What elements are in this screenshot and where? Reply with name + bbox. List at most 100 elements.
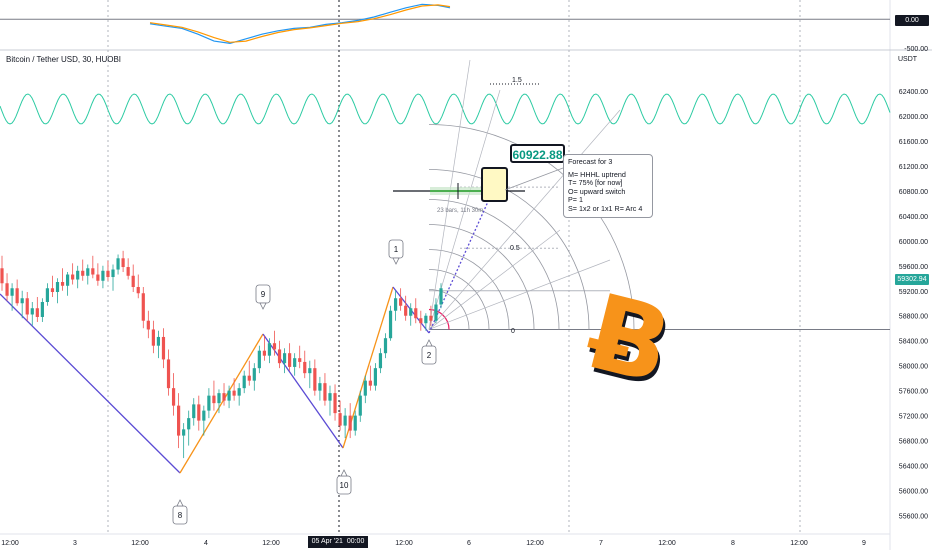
- candle-body: [222, 393, 226, 401]
- price-tick-label: 57600.00: [899, 389, 928, 396]
- candle-body: [126, 267, 130, 276]
- candle-body: [363, 380, 367, 396]
- time-tick-label: 12:00: [790, 540, 808, 547]
- candle-body: [40, 301, 44, 317]
- candle-body: [388, 310, 393, 339]
- candle-body: [76, 270, 80, 280]
- candle-body: [45, 288, 50, 302]
- price-tick-label: 56800.00: [899, 439, 928, 446]
- gann-arc: [428, 199, 560, 330]
- candle-body: [257, 350, 261, 369]
- candle-body: [353, 415, 357, 431]
- candle-body: [358, 395, 362, 416]
- candle-body: [161, 336, 166, 360]
- candle-body: [293, 358, 297, 367]
- target-box: [481, 167, 508, 202]
- candle-body: [424, 315, 428, 324]
- wave-count-label: 2: [421, 339, 437, 365]
- time-tick-label: 12:00: [395, 540, 413, 547]
- candle-body: [182, 429, 186, 436]
- candle-body: [439, 288, 443, 305]
- candle-body: [35, 308, 39, 317]
- candle-body: [338, 413, 342, 426]
- candle-body: [71, 274, 75, 280]
- wave-count-label: 1: [388, 239, 404, 265]
- forecast-callout: Forecast for 3 M= HHHL uptrend T= 75% [f…: [563, 154, 653, 218]
- candle-body: [318, 383, 322, 391]
- candle-body: [121, 258, 125, 268]
- time-tick-label: 3: [73, 540, 77, 547]
- crosshair-time-value: 00:00: [346, 538, 365, 545]
- zigzag-wave-line: [262, 333, 344, 449]
- time-tick-label: 12:00: [658, 540, 676, 547]
- forecast-title: Forecast for 3: [568, 157, 613, 166]
- price-tick-label: 57200.00: [899, 414, 928, 421]
- projected-wave-line: [428, 185, 496, 334]
- candle-body: [141, 293, 145, 321]
- time-tick-label: 9: [862, 540, 866, 547]
- candle-body: [242, 375, 246, 389]
- price-tick-label: 59600.00: [899, 264, 928, 271]
- forecast-callout-pointer: [504, 167, 564, 191]
- candle-body: [96, 274, 100, 281]
- candle-body: [5, 283, 9, 296]
- candle-body: [393, 298, 398, 311]
- crosshair-time-tag: 05 Apr '21 00:00: [308, 536, 368, 548]
- candle-body: [30, 308, 34, 315]
- candle-body: [60, 282, 65, 286]
- candle-body: [101, 270, 105, 281]
- candle-body: [404, 305, 408, 316]
- candle-body: [383, 338, 388, 354]
- price-tick-label: 60800.00: [899, 189, 928, 196]
- time-tick-label: 6: [467, 540, 471, 547]
- time-tick-label: 7: [599, 540, 603, 547]
- price-tick-label: 58800.00: [899, 314, 928, 321]
- candle-body: [55, 282, 60, 293]
- candle-body: [414, 308, 418, 319]
- zigzag-wave-line: [179, 333, 264, 474]
- candle-body: [409, 308, 413, 316]
- candle-body: [303, 361, 307, 374]
- candle-body: [298, 358, 302, 362]
- candle-body: [136, 287, 140, 294]
- price-tick-label: 60000.00: [899, 239, 928, 246]
- price-tick-label: 62400.00: [899, 89, 928, 96]
- price-tick-label: 56000.00: [899, 489, 928, 496]
- forecast-line: T= 75% [for now]: [568, 178, 623, 188]
- candle-body: [0, 268, 4, 284]
- candle-body: [86, 268, 90, 276]
- candle-body: [434, 304, 438, 321]
- oscillator-current-tag: 0.00: [895, 15, 929, 26]
- candle-body: [343, 415, 347, 426]
- price-tick-label: 59200.00: [899, 289, 928, 296]
- candle-body: [262, 350, 266, 356]
- candle-body: [156, 336, 161, 346]
- zigzag-wave-line: [0, 293, 181, 474]
- candle-body: [252, 368, 256, 381]
- candle-body: [187, 418, 191, 430]
- candle-body: [202, 410, 206, 421]
- candle-body: [20, 298, 24, 304]
- wave-count-text: 2: [427, 351, 432, 360]
- candle-body: [328, 393, 332, 401]
- forecast-line: M= HHHL uptrend: [568, 169, 626, 179]
- gann-arc: [428, 289, 470, 330]
- fib-label: 0: [511, 328, 515, 335]
- wave-count-pointer: [392, 257, 400, 265]
- time-tick-label: 12:00: [262, 540, 280, 547]
- gann-arc: [428, 224, 535, 330]
- candle-body: [373, 368, 378, 386]
- candle-body: [288, 353, 292, 367]
- candle-body: [171, 388, 176, 406]
- candle-body: [313, 368, 317, 391]
- candle-body: [116, 258, 120, 270]
- fib-label: 0.5: [510, 245, 520, 252]
- time-tick-label: 4: [204, 540, 208, 547]
- oscillator-series-line: [149, 4, 451, 43]
- oscillator-series-line: [149, 3, 451, 45]
- gann-arc: [428, 249, 510, 330]
- candle-body: [237, 388, 241, 396]
- candle-body: [65, 274, 70, 286]
- gann-fan-line: [428, 259, 611, 330]
